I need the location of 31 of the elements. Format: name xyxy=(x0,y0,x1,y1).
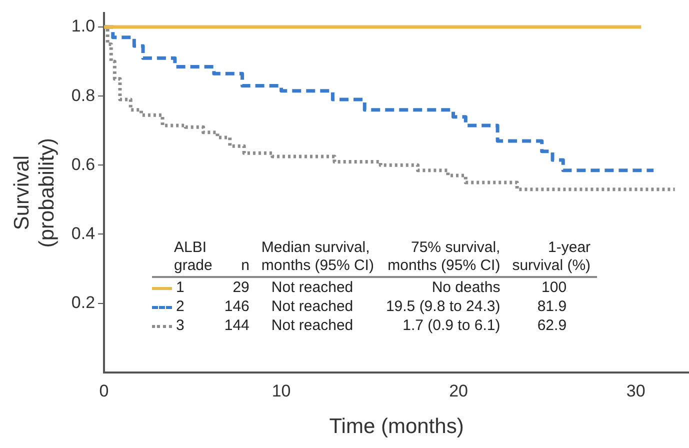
x-axis-title: Time (months) xyxy=(329,415,464,438)
annotation: 62.9 xyxy=(536,316,568,335)
annotation: n xyxy=(218,238,256,277)
annotation: 81.9 xyxy=(536,297,568,316)
y-tick-label: 0.4 xyxy=(71,224,96,243)
annotation: 1.7 (0.9 to 6.1) xyxy=(402,316,502,335)
annotation: 75% survival, months (95% CI) xyxy=(380,238,506,277)
x-tick-label: 30 xyxy=(626,381,646,400)
annotation: 144 xyxy=(223,316,250,335)
y-tick-label: 0.2 xyxy=(71,293,96,312)
x-tick-label: 10 xyxy=(272,381,291,400)
annotation: 146 xyxy=(223,297,250,316)
annotation: Not reached xyxy=(270,278,354,297)
x-tick-label: 20 xyxy=(449,381,468,400)
annotation: 29 xyxy=(232,278,250,297)
y-tick-label: 1.0 xyxy=(71,16,96,36)
annotation: No deaths xyxy=(430,278,502,297)
y-axis-title: Survival (probability) xyxy=(10,138,59,248)
legend-label: 2 xyxy=(175,297,186,316)
annotation: Median survival, months (95% CI) xyxy=(255,238,380,277)
y-tick-label: 0.8 xyxy=(71,86,96,105)
annotation: Not reached xyxy=(270,297,354,316)
legend-label: 3 xyxy=(175,316,186,335)
annotation: Not reached xyxy=(270,316,354,335)
legend-title: ALBI grade xyxy=(152,238,218,277)
x-tick-label: 0 xyxy=(99,381,109,400)
annotation: 19.5 (9.8 to 24.3) xyxy=(384,297,502,316)
legend-label: 1 xyxy=(175,278,186,297)
annotation: 1-year survival (%) xyxy=(506,238,597,277)
y-tick-label: 0.6 xyxy=(71,154,96,174)
annotation: 100 xyxy=(540,278,568,297)
